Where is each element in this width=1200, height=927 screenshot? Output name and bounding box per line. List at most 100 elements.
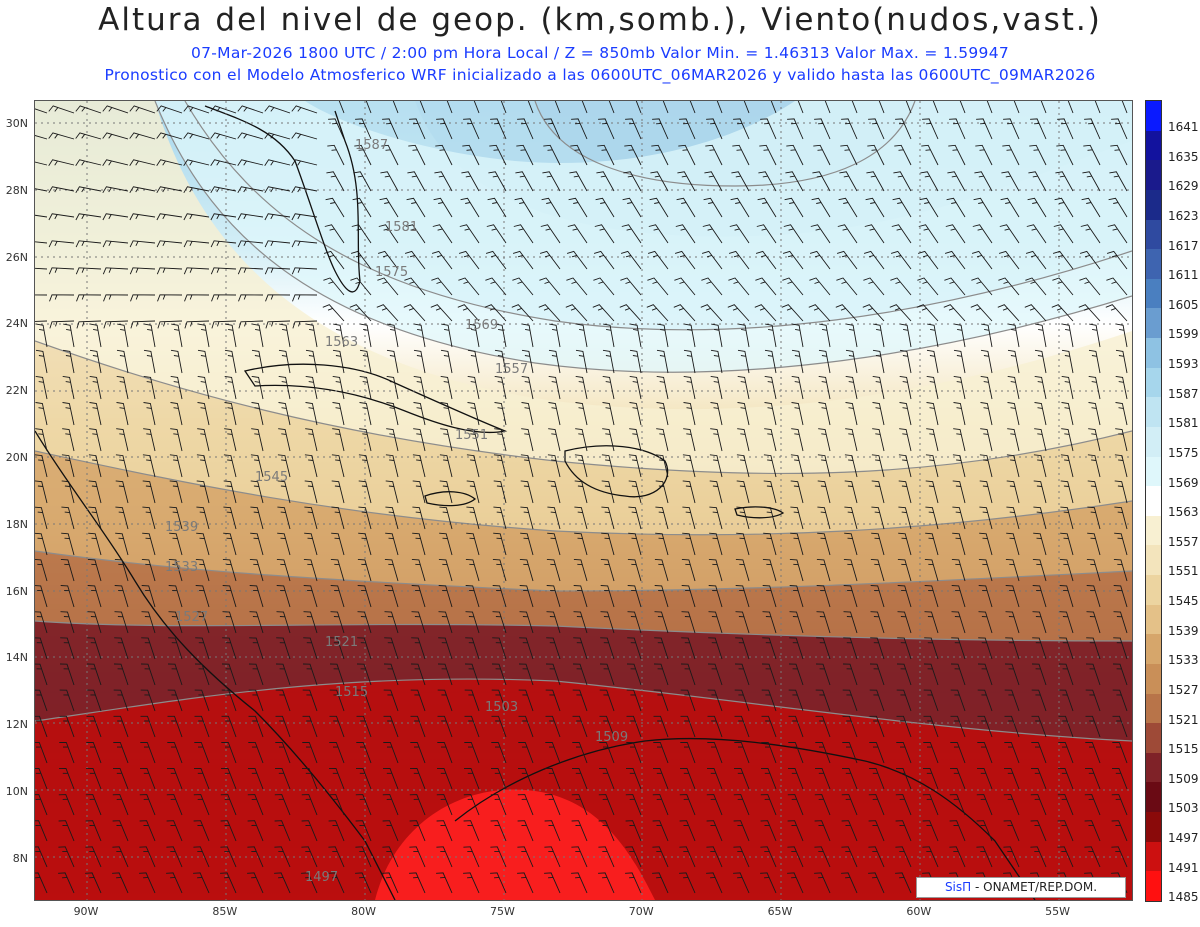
wind-barb — [1057, 118, 1074, 140]
wind-barb — [735, 637, 750, 660]
wind-barb — [473, 101, 480, 114]
wind-barb — [274, 846, 291, 868]
wind-barb — [682, 454, 696, 478]
wind-barb — [575, 349, 588, 374]
wind-barb — [237, 105, 264, 114]
wind-barb — [976, 118, 993, 140]
wind-barb — [193, 846, 210, 868]
wind-barb — [376, 304, 399, 322]
wind-barb — [1084, 794, 1101, 816]
wind-barb — [88, 532, 102, 556]
colorbar-level-label: 1563 — [1168, 505, 1199, 520]
wind-barb — [893, 171, 912, 192]
wind-barb — [815, 689, 831, 712]
wind-barb — [58, 846, 75, 868]
wind-barb — [951, 558, 966, 582]
wind-barb — [439, 454, 453, 478]
wind-barb — [437, 741, 453, 764]
wind-barb — [85, 768, 102, 790]
wind-barb — [869, 741, 885, 764]
wind-barb — [702, 224, 723, 244]
wind-barb — [899, 375, 912, 400]
wind-barb — [1030, 794, 1047, 816]
wind-barb — [1087, 532, 1101, 556]
wind-barb — [143, 375, 156, 400]
wind-barb — [491, 715, 507, 738]
wind-barb — [652, 846, 669, 868]
wind-barb — [1007, 428, 1020, 452]
wind-barb — [166, 820, 183, 842]
wind-barb — [360, 323, 372, 348]
hispaniola-coast — [564, 445, 669, 498]
wind-barb — [278, 428, 291, 452]
wind-barb — [1003, 846, 1020, 868]
wind-barb — [1052, 277, 1074, 296]
wind-barb — [1055, 171, 1074, 192]
wind-barb — [1086, 611, 1101, 634]
wind-barb — [868, 846, 885, 868]
wind-barb — [950, 715, 966, 738]
wind-barb — [682, 506, 696, 530]
wind-barb — [546, 637, 561, 660]
wind-barb — [48, 186, 75, 194]
wind-barb — [250, 454, 264, 478]
wind-barb — [61, 506, 75, 530]
wind-barb — [517, 794, 534, 816]
wind-barb — [710, 349, 723, 374]
wind-barb — [264, 105, 291, 114]
wind-barb — [733, 820, 750, 842]
wind-barb — [223, 480, 237, 504]
wind-barb — [1084, 820, 1101, 842]
wind-barb — [386, 349, 399, 374]
wind-barb — [654, 611, 669, 634]
wind-barb — [978, 585, 993, 608]
wind-barb — [291, 159, 318, 166]
wind-barb — [681, 611, 696, 634]
wind-barb — [899, 428, 912, 452]
wind-barb — [410, 663, 426, 686]
wind-barb — [549, 323, 561, 348]
wind-barb — [789, 611, 804, 634]
wind-barb — [170, 402, 183, 426]
wind-barb — [492, 637, 507, 660]
wind-barb — [625, 820, 642, 842]
lat-label: 26N — [5, 250, 28, 264]
wind-barb — [35, 480, 48, 504]
wind-barb — [653, 715, 669, 738]
wind-barb — [979, 454, 993, 478]
wind-barb — [680, 689, 696, 712]
wind-barb — [379, 197, 399, 218]
band-1569 — [155, 101, 1132, 373]
wind-barb — [377, 277, 399, 296]
wind-barb — [595, 197, 615, 218]
wind-barb — [706, 768, 723, 790]
wind-barb — [58, 794, 75, 816]
wind-barb — [973, 197, 993, 218]
wind-barb — [978, 611, 993, 634]
wind-barb — [679, 118, 696, 140]
wind-barb — [35, 741, 48, 764]
wind-barb — [223, 454, 237, 478]
wind-barb — [997, 304, 1020, 322]
wind-barb — [674, 277, 696, 296]
wind-barb — [790, 506, 804, 530]
lat-label: 10N — [5, 785, 28, 798]
wind-barb — [1113, 585, 1128, 608]
wind-barb — [572, 741, 588, 764]
wind-barb — [114, 611, 129, 634]
wind-barb — [76, 320, 102, 329]
wind-barb — [171, 323, 183, 348]
wind-barb — [412, 480, 426, 504]
wind-barb — [708, 585, 723, 608]
wind-barb — [788, 689, 804, 712]
wind-barb — [169, 480, 183, 504]
wind-barb — [729, 224, 750, 244]
wind-barb — [922, 118, 939, 140]
wind-barb — [1088, 428, 1101, 452]
wind-barb — [404, 250, 426, 270]
wind-barb — [845, 375, 858, 400]
wind-barb — [1007, 402, 1020, 426]
wind-barb — [787, 846, 804, 868]
wind-barb — [484, 304, 507, 322]
colorbar-level-label: 1617 — [1168, 238, 1199, 253]
